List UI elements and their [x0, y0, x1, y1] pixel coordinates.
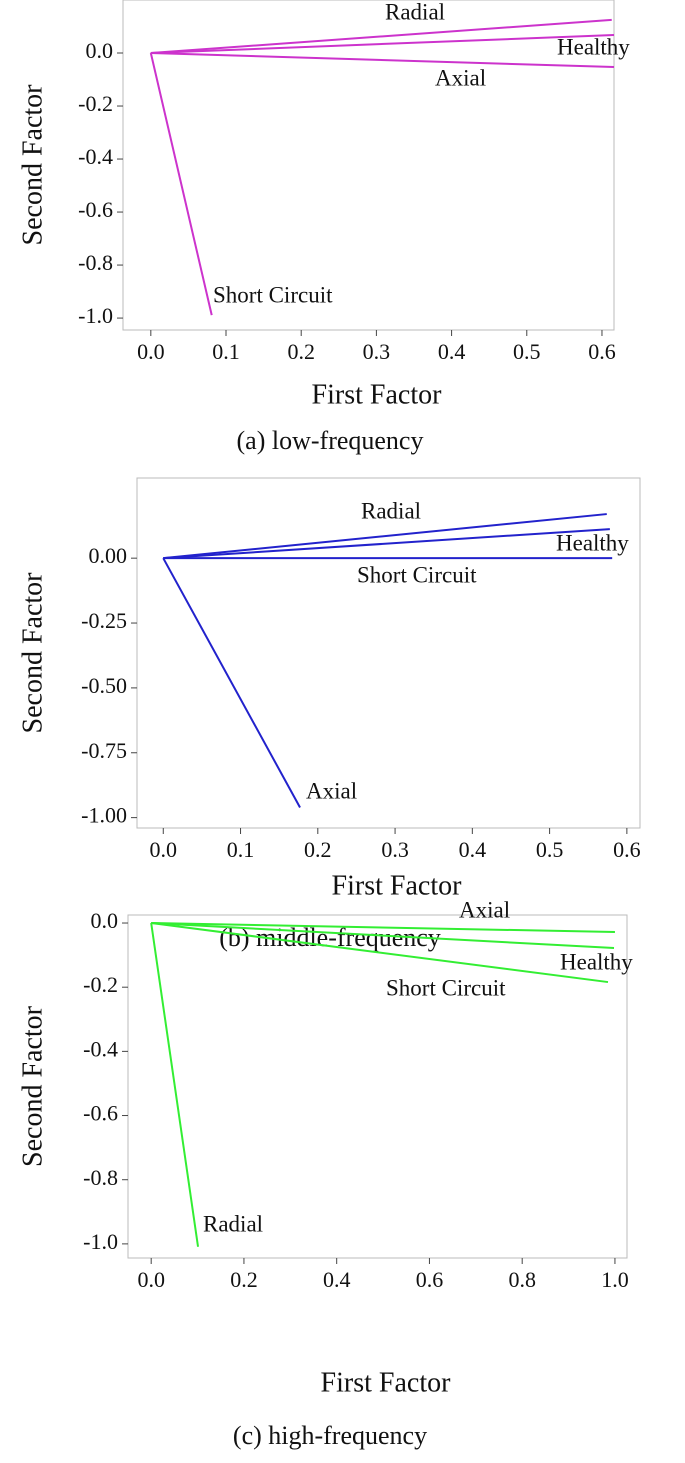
series-label: Healthy — [556, 530, 629, 555]
series-label: Short Circuit — [357, 562, 477, 587]
y-tick-label: -1.0 — [83, 1229, 118, 1254]
factor-line — [150, 922, 200, 1247]
y-axis-title: Second Factor — [17, 84, 48, 246]
series-label: Axial — [435, 65, 486, 90]
y-tick-label: -0.8 — [78, 250, 113, 275]
factor-line — [149, 52, 213, 316]
x-tick-label: 0.2 — [230, 1267, 258, 1292]
x-tick-label: 0.6 — [416, 1267, 444, 1292]
y-tick-label: 0.0 — [91, 908, 119, 933]
x-tick-label: 0.0 — [137, 1267, 165, 1292]
y-tick-label: -0.2 — [83, 972, 118, 997]
plot-frame — [136, 477, 641, 829]
factor-line — [150, 18, 612, 55]
x-tick-label: 0.2 — [304, 837, 332, 862]
series-label: Healthy — [557, 34, 630, 59]
x-tick-label: 1.0 — [601, 1267, 629, 1292]
factor-line — [162, 557, 301, 808]
x-axis-title: First Factor — [312, 379, 443, 410]
y-tick-label: -0.6 — [83, 1101, 118, 1126]
x-axis-title: First Factor — [332, 870, 463, 901]
x-axis-title: First Factor — [321, 1367, 452, 1398]
series-label: Axial — [459, 897, 510, 922]
x-tick-label: 0.4 — [323, 1267, 351, 1292]
x-tick-label: 0.4 — [438, 339, 466, 364]
factor-line — [150, 33, 615, 55]
x-tick-label: 0.8 — [508, 1267, 536, 1292]
y-tick-label: -1.0 — [78, 303, 113, 328]
y-axis-title: Second Factor — [17, 572, 48, 734]
y-axis-title: Second Factor — [17, 1005, 48, 1167]
y-tick-label: -0.2 — [78, 91, 113, 116]
x-tick-label: 0.5 — [513, 339, 541, 364]
factor-line — [163, 528, 610, 560]
series-label: Axial — [306, 778, 357, 803]
caption: (a) low-frequency — [237, 426, 424, 455]
factor-line — [150, 52, 615, 69]
y-tick-label: 0.00 — [89, 543, 128, 568]
plot-frame — [127, 914, 628, 1259]
x-tick-label: 0.0 — [137, 339, 165, 364]
x-tick-label: 0.4 — [459, 837, 487, 862]
x-tick-label: 0.1 — [212, 339, 240, 364]
factor-line — [151, 922, 609, 984]
series-label: Radial — [361, 498, 421, 523]
x-tick-label: 0.2 — [287, 339, 315, 364]
y-tick-label: -0.4 — [83, 1036, 118, 1061]
y-tick-label: -0.8 — [83, 1165, 118, 1190]
plot-frame — [122, 0, 615, 331]
y-tick-label: -0.4 — [78, 144, 113, 169]
x-tick-label: 0.3 — [381, 837, 409, 862]
series-label: Radial — [203, 1211, 263, 1236]
series-label: Radial — [385, 0, 445, 24]
y-tick-label: -0.50 — [81, 673, 127, 698]
series-label: Healthy — [560, 949, 633, 974]
x-tick-label: 0.3 — [363, 339, 391, 364]
x-tick-label: 0.6 — [588, 339, 616, 364]
y-tick-label: -1.00 — [81, 803, 127, 828]
x-tick-label: 0.5 — [536, 837, 564, 862]
factor-line — [163, 513, 607, 560]
y-tick-label: 0.0 — [86, 38, 114, 63]
y-tick-label: -0.6 — [78, 197, 113, 222]
x-tick-label: 0.1 — [227, 837, 255, 862]
x-tick-label: 0.0 — [150, 837, 178, 862]
caption: (c) high-frequency — [233, 1421, 427, 1450]
factor-line — [151, 922, 615, 934]
y-tick-label: -0.75 — [81, 738, 127, 763]
series-label: Short Circuit — [213, 282, 333, 307]
x-tick-label: 0.6 — [613, 837, 641, 862]
series-label: Short Circuit — [386, 975, 506, 1000]
y-tick-label: -0.25 — [81, 608, 127, 633]
factor-line — [151, 922, 615, 950]
